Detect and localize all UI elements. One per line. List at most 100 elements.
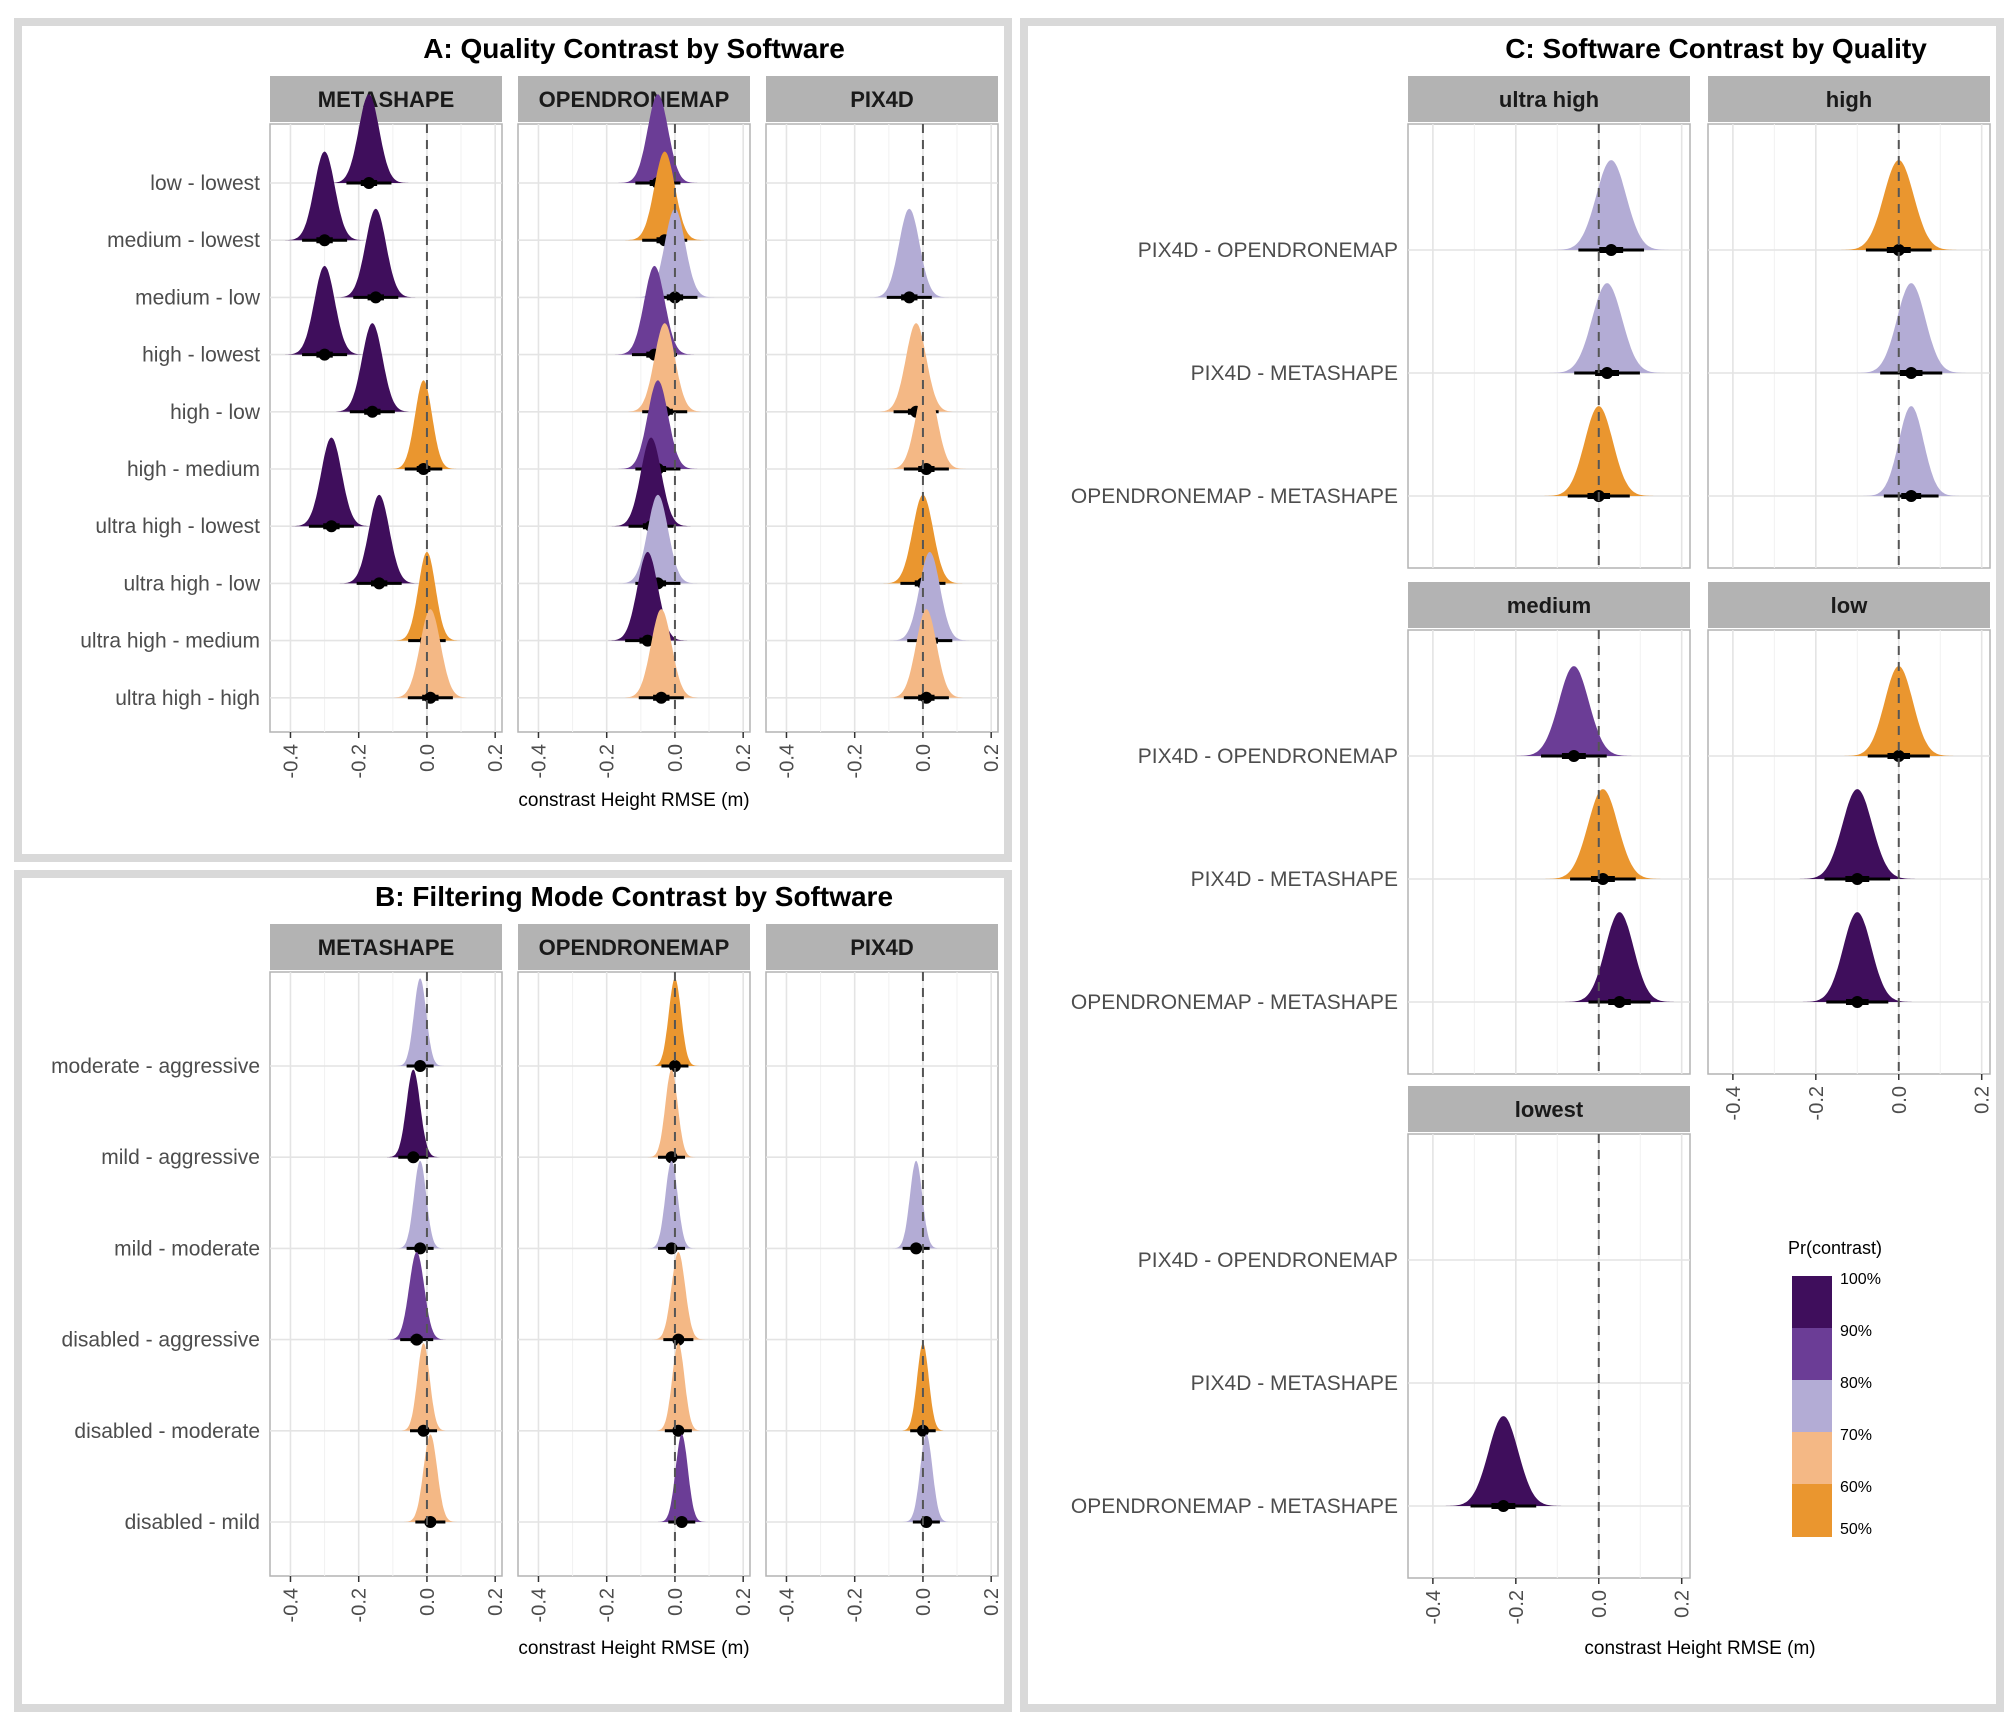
density-curve [623,323,706,412]
facet-strip-label: METASHAPE [318,935,455,960]
median-point [366,405,379,418]
median-point [903,291,916,304]
row-label: ultra high - lowest [95,515,260,538]
x-tick-label: -0.2 [1506,1590,1528,1624]
density-curve [651,1252,706,1340]
x-tick-label: 0.0 [1889,1086,1911,1114]
density-curve [283,151,366,241]
median-point [641,634,654,647]
legend-label: 100% [1840,1271,1881,1288]
x-tick-label: 0.2 [485,744,507,772]
median-point [910,1242,923,1255]
x-tick-label: -0.4 [776,744,798,778]
facet-strip-label: METASHAPE [318,87,455,112]
facet-panel [765,123,999,733]
x-tick-label: -0.2 [597,1588,619,1622]
x-tick-label: -0.4 [776,1588,798,1622]
x-tick-label: 0.2 [485,1588,507,1616]
density-curve [616,494,699,584]
density-curve [386,1252,447,1340]
x-axis-title: constrast Height RMSE (m) [518,1638,749,1659]
density-curve [1854,283,1968,373]
panel-b-frame [14,870,1012,1712]
density-curve [901,1434,951,1522]
panel-b-facet: METASHAPE moderate - aggressive mild - agg… [51,924,507,1622]
x-tick-label: -0.2 [597,744,619,778]
density-curve [1443,1416,1564,1506]
x-tick-label: 0.0 [417,1588,439,1616]
median-point [362,177,375,189]
x-axis-title: constrast Height RMSE (m) [518,790,749,811]
median-point [325,520,338,533]
x-tick-label: -0.4 [528,1588,550,1622]
median-point [1851,996,1864,1008]
facet-strip [1708,76,1990,122]
x-tick-label: -0.4 [1423,1590,1445,1624]
facet-strip [270,76,502,122]
density-curve [328,94,410,183]
median-point [373,577,386,590]
row-label: ultra high - low [123,572,260,595]
facet-strip [1408,1086,1690,1132]
row-label: high - lowest [142,344,260,367]
median-point [1605,244,1618,256]
median-point [1567,750,1580,762]
x-tick-label: 0.0 [665,744,687,772]
legend-color-block [1792,1328,1832,1381]
facet-strip [1408,582,1690,628]
panel-c-facet: high [1707,76,1991,569]
facet-panel [1407,123,1691,569]
facet-strip-label: lowest [1515,1097,1584,1122]
row-label: mild - moderate [114,1237,260,1260]
legend-label: 90% [1840,1323,1872,1340]
facet-strip-label: OPENDRONEMAP [539,935,730,960]
panel-c-facet: medium PIX4D - OPENDRONEMAP PIX4D - METASH… [1071,582,1691,1075]
density-curve [610,437,692,527]
x-tick-label: 0.0 [913,744,935,772]
density-curve [1551,160,1671,250]
row-label: OPENDRONEMAP - METASHAPE [1071,991,1398,1014]
density-curve [888,551,971,641]
panel-a-facet: PIX4D -0.4 -0.2 0.0 0.2 [765,76,1003,778]
facet-panel [269,971,503,1577]
x-tick-label: -0.2 [845,744,867,778]
row-label: mild - aggressive [101,1146,260,1169]
x-tick-label: -0.2 [845,1588,867,1622]
density-curve [606,551,689,641]
median-point [414,1060,427,1072]
row-label: ultra high - high [115,687,260,710]
row-label: disabled - mild [125,1511,260,1534]
median-point [668,1060,681,1072]
facet-strip [270,924,502,970]
density-curve [1563,912,1676,1002]
facet-strip-label: low [1831,593,1869,618]
row-label: PIX4D - METASHAPE [1191,1372,1398,1395]
legend-color-block [1792,1432,1832,1485]
median-point [369,291,382,304]
density-curve [899,1343,947,1431]
density-curve [386,1069,441,1158]
x-axis-title: constrast Height RMSE (m) [1584,1638,1815,1659]
row-label: disabled - aggressive [62,1329,260,1352]
legend: Pr(contrast) 100% 90% 80% 70% 60% 50% [1788,1238,1882,1538]
panel-b-facet: PIX4D -0.4 -0.2 0.0 0.2 [765,924,1003,1622]
density-curve [620,609,703,698]
row-label: PIX4D - OPENDRONEMAP [1138,239,1398,262]
panel-a-facet: OPENDRONEMAP -0.4 -0.2 0.0 0.2 [517,76,755,778]
facet-strip [766,76,998,122]
density-curve [875,323,958,412]
median-point [1892,244,1905,256]
density-curve [646,1160,697,1249]
plot-area: METASHAPE low - lowest medium - lowest medi… [51,76,1994,1659]
density-curve [885,380,968,469]
median-point [916,1424,929,1437]
x-tick-label: 0.2 [981,744,1003,772]
x-tick-label: 0.2 [981,1588,1003,1616]
row-label: PIX4D - METASHAPE [1191,868,1398,891]
median-point [1497,1500,1510,1512]
panel-b-facet: OPENDRONEMAP -0.4 -0.2 0.0 0.2 [517,924,755,1622]
density-curve [403,1434,458,1522]
row-label: OPENDRONEMAP - METASHAPE [1071,485,1398,508]
facet-panel [517,971,751,1577]
